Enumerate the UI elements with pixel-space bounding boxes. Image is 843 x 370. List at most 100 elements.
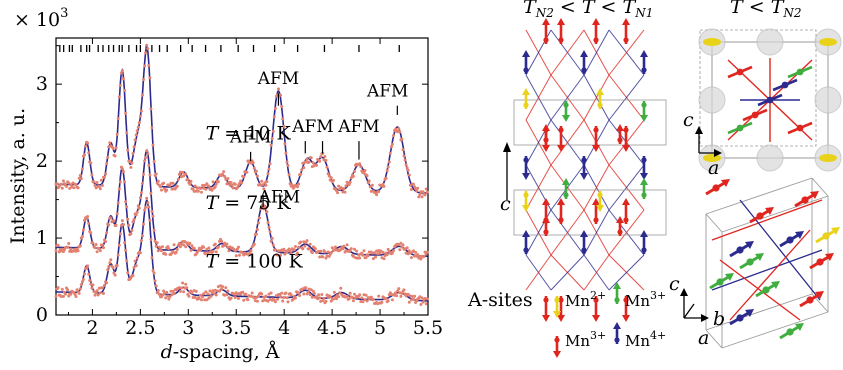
- spin-arrowhead: [622, 315, 630, 322]
- spin-site: [617, 229, 623, 235]
- data-point: [105, 162, 109, 165]
- spin-site: [641, 67, 647, 73]
- data-point: [330, 246, 334, 250]
- data-point: [269, 239, 273, 243]
- data-point: [323, 155, 327, 158]
- spin-arrowhead: [542, 198, 550, 205]
- data-point: [389, 145, 393, 149]
- spin-site: [614, 297, 620, 303]
- data-point: [61, 295, 65, 298]
- data-point: [99, 178, 103, 182]
- data-point: [118, 180, 122, 184]
- data-point: [107, 223, 111, 227]
- data-point: [81, 278, 85, 281]
- data-point: [367, 179, 371, 183]
- spin-site: [796, 68, 804, 76]
- c-axis-label-bottom: c: [669, 273, 680, 295]
- data-point: [116, 117, 120, 120]
- data-point: [95, 289, 99, 293]
- data-point: [390, 298, 394, 302]
- spin-site: [617, 137, 623, 143]
- data-point: [328, 178, 332, 182]
- spin-arrowhead: [580, 230, 588, 237]
- data-point: [120, 219, 124, 223]
- spin-arrowhead: [522, 205, 530, 212]
- data-point: [289, 252, 293, 255]
- spin-site: [762, 286, 770, 294]
- legend-item: Mn3+: [553, 329, 606, 358]
- data-point: [156, 179, 160, 183]
- data-point: [339, 286, 343, 290]
- data-point: [177, 172, 181, 176]
- spin-site: [558, 217, 564, 223]
- data-point: [276, 297, 279, 301]
- data-point: [267, 225, 271, 229]
- data-point: [137, 206, 141, 210]
- spin-arrowhead: [562, 178, 570, 185]
- data-point: [137, 121, 141, 125]
- data-point: [293, 245, 297, 248]
- spin-arrowhead: [725, 273, 734, 281]
- afm-label: AFM: [366, 81, 408, 101]
- spin-arrowhead: [640, 178, 648, 185]
- data-point: [268, 162, 272, 166]
- data-point: [83, 272, 86, 276]
- spin-site: [558, 37, 564, 43]
- data-point: [425, 250, 429, 254]
- data-point: [308, 293, 312, 297]
- data-point: [120, 69, 124, 73]
- data-point: [151, 214, 155, 218]
- data-point: [126, 148, 130, 152]
- data-point: [200, 190, 203, 194]
- axis-ticks: 2 2.5 3 3.5 4 4.5 5 5.5 0 1 2 3: [36, 38, 443, 339]
- data-point: [185, 286, 189, 290]
- data-point: [299, 240, 303, 244]
- data-point: [203, 184, 207, 187]
- data-point: [324, 299, 328, 303]
- title-low: T < TN2: [730, 0, 802, 20]
- data-point: [118, 84, 122, 87]
- data-point: [184, 245, 188, 249]
- data-point: [199, 187, 202, 190]
- data-point: [260, 179, 264, 183]
- data-point: [149, 107, 153, 111]
- data-point: [141, 234, 144, 238]
- data-point: [371, 297, 375, 301]
- data-point: [175, 248, 179, 251]
- data-point: [95, 181, 99, 184]
- spin-site: [523, 102, 529, 108]
- data-point: [229, 296, 233, 300]
- data-point: [111, 266, 115, 269]
- data-point: [213, 242, 217, 246]
- data-point: [310, 251, 314, 255]
- spin-arrowhead: [622, 145, 630, 152]
- data-point: [145, 43, 149, 47]
- data-point: [83, 218, 86, 222]
- data-point: [365, 174, 369, 178]
- data-point: [368, 185, 372, 189]
- data-point: [413, 294, 417, 298]
- cell-edge: [721, 195, 829, 233]
- data-point: [285, 160, 289, 164]
- data-point: [152, 228, 156, 232]
- data-point: [302, 292, 306, 296]
- data-point: [398, 248, 402, 252]
- data-point: [95, 250, 99, 254]
- data-point: [233, 249, 237, 253]
- spin-arrowhead: [795, 231, 804, 239]
- spin-arrowhead: [640, 50, 648, 57]
- data-point: [282, 296, 286, 299]
- c-axis-label: c: [500, 193, 511, 215]
- data-point: [64, 292, 67, 296]
- data-point: [325, 165, 329, 169]
- data-point: [123, 241, 127, 245]
- data-point: [353, 247, 356, 251]
- data-point: [225, 242, 229, 246]
- data-point: [149, 238, 153, 241]
- afm-label: AFM: [337, 117, 379, 137]
- data-point: [419, 257, 423, 261]
- data-point: [59, 295, 63, 298]
- data-point: [221, 172, 225, 176]
- data-point: [296, 251, 299, 255]
- spin-site: [746, 258, 754, 266]
